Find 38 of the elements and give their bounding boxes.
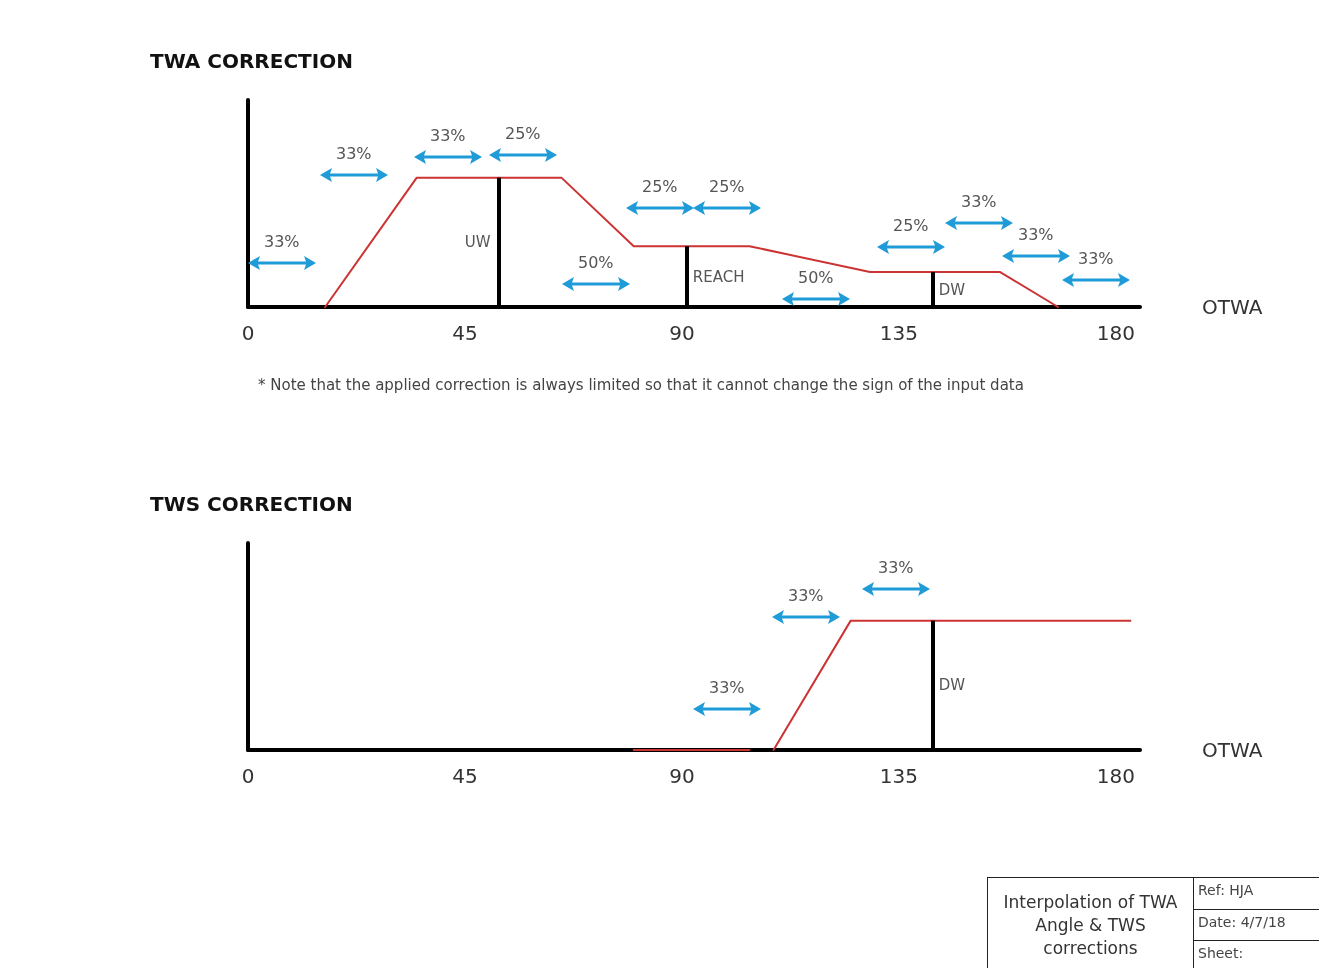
annotation: 33% bbox=[264, 232, 300, 251]
x-tick-label: 90 bbox=[669, 764, 695, 788]
text: 33% bbox=[430, 126, 466, 145]
annotation: 25% bbox=[642, 177, 678, 196]
text: Ref: HJA bbox=[1194, 878, 1319, 910]
x-tick-label: 90 bbox=[669, 321, 695, 345]
text: 33% bbox=[336, 144, 372, 163]
ref-line-label: DW bbox=[938, 280, 966, 299]
annotation: 50% bbox=[798, 268, 834, 287]
annotation: 25% bbox=[709, 177, 745, 196]
text: Date: 4/7/18 bbox=[1194, 909, 1319, 942]
text: * Note that the applied correction is always limited so that it cannot change the sign of the input data bbox=[258, 376, 1024, 394]
ref-line-label: REACH bbox=[692, 267, 745, 286]
x-tick-label: 45 bbox=[452, 764, 478, 788]
annotation: 25% bbox=[893, 216, 929, 235]
x-tick-label: 0 bbox=[241, 764, 255, 788]
text: Sheet: bbox=[1194, 941, 1319, 968]
text: 33% bbox=[878, 558, 914, 577]
annotation: 33% bbox=[1078, 249, 1114, 268]
ref-line-label: DW bbox=[938, 676, 966, 695]
x-tick-label: 45 bbox=[452, 321, 478, 345]
x-axis-title: OTWA bbox=[1202, 738, 1263, 762]
text: Interpolation of TWA Angle & TWS corrections bbox=[988, 878, 1194, 968]
annotation: 33% bbox=[709, 678, 745, 697]
chart-title: TWA CORRECTION bbox=[150, 49, 353, 73]
annotation: 50% bbox=[578, 253, 614, 272]
text: 25% bbox=[505, 124, 541, 143]
chart-title: TWS CORRECTION bbox=[150, 492, 353, 516]
x-tick-label: 180 bbox=[1096, 764, 1135, 788]
annotation: 33% bbox=[1018, 225, 1054, 244]
x-tick-label: 135 bbox=[879, 764, 919, 788]
text: 33% bbox=[788, 586, 824, 605]
x-tick-label: 135 bbox=[879, 321, 919, 345]
x-tick-label: 180 bbox=[1096, 321, 1135, 345]
x-axis-title: OTWA bbox=[1202, 295, 1263, 319]
x-tick-label: 0 bbox=[241, 321, 255, 345]
ref-line-label: UW bbox=[464, 233, 491, 252]
annotation: 33% bbox=[961, 192, 997, 211]
